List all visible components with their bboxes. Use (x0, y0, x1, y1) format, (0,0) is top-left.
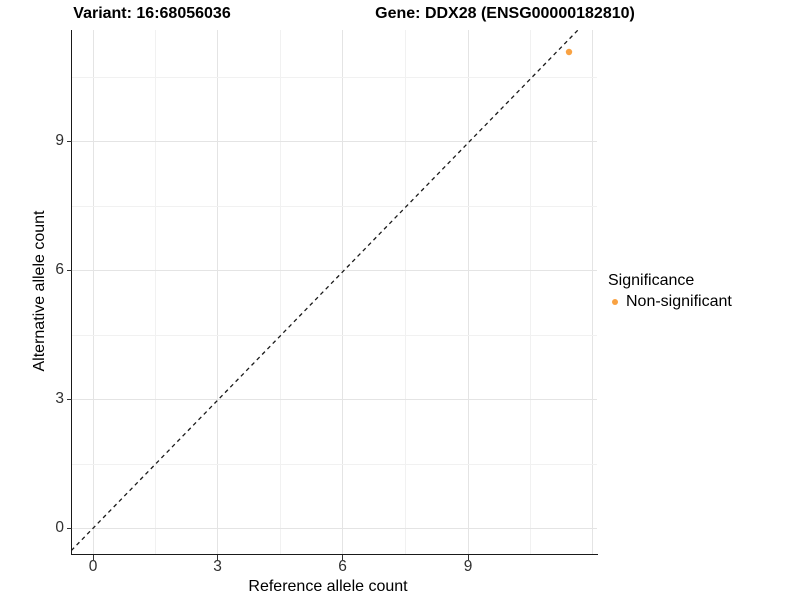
identity-dashed-line (72, 30, 579, 551)
legend-item-label: Non-significant (626, 293, 732, 310)
x-tick (342, 555, 344, 560)
x-tick (217, 555, 219, 560)
y-tick (66, 270, 72, 272)
plot-overlay (72, 30, 579, 551)
x-tick-label: 6 (338, 558, 347, 575)
x-tick-label: 9 (463, 558, 473, 575)
gridline-x-major (217, 30, 219, 554)
x-tick (467, 555, 469, 560)
legend-title: Significance (608, 272, 695, 289)
legend-item-non-significant: Non-significant (608, 293, 732, 311)
gridline-y-minor (72, 206, 597, 208)
plot-title-variant: Variant: 16:68056036 (73, 5, 231, 22)
x-tick-label: 3 (213, 558, 222, 575)
x-axis-line (71, 553, 598, 555)
y-axis-title: Alternative allele count (31, 210, 48, 372)
gridline-y-major (72, 141, 597, 143)
gridline-y-minor (72, 464, 597, 466)
gridline-x-minor (530, 30, 532, 554)
legend: Significance Non-significant (608, 272, 732, 311)
gridline-x-major (592, 30, 594, 554)
gridline-y-major (72, 399, 597, 401)
x-tick-label: 0 (88, 558, 98, 575)
x-tick (92, 555, 94, 560)
gridline-y-major (72, 270, 597, 272)
gridline-x-major (468, 30, 470, 554)
gridline-y-major (72, 528, 597, 530)
legend-point-icon (612, 299, 618, 305)
y-tick-label: 0 (55, 519, 64, 536)
y-tick (66, 141, 72, 143)
gridline-y-minor (72, 335, 597, 337)
x-axis-title: Reference allele count (248, 578, 408, 595)
y-tick-label: 9 (55, 132, 64, 149)
gridline-x-minor (280, 30, 282, 554)
gridline-y-minor (72, 77, 597, 79)
gridline-x-major (342, 30, 344, 554)
y-tick (66, 399, 72, 401)
y-tick (66, 528, 72, 530)
plot-panel (72, 30, 597, 554)
y-tick-label: 6 (55, 261, 64, 278)
data-point-non-significant (565, 48, 573, 56)
gridline-x-minor (155, 30, 157, 554)
gridline-x-major (93, 30, 95, 554)
y-axis-line (71, 30, 73, 555)
gridline-x-minor (405, 30, 407, 554)
plot-title-gene: Gene: DDX28 (ENSG00000182810) (375, 5, 635, 22)
y-tick-label: 3 (55, 390, 64, 407)
